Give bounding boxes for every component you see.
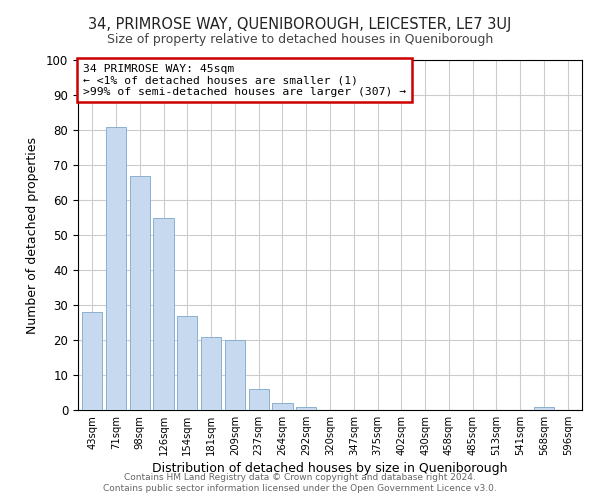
Bar — [130, 176, 150, 410]
Bar — [296, 406, 316, 410]
Bar — [82, 312, 103, 410]
X-axis label: Distribution of detached houses by size in Queniborough: Distribution of detached houses by size … — [152, 462, 508, 475]
Bar — [154, 218, 173, 410]
Text: Size of property relative to detached houses in Queniborough: Size of property relative to detached ho… — [107, 32, 493, 46]
Bar — [177, 316, 197, 410]
Text: 34 PRIMROSE WAY: 45sqm
← <1% of detached houses are smaller (1)
>99% of semi-det: 34 PRIMROSE WAY: 45sqm ← <1% of detached… — [83, 64, 406, 96]
Y-axis label: Number of detached properties: Number of detached properties — [26, 136, 39, 334]
Bar — [201, 336, 221, 410]
Bar — [272, 403, 293, 410]
Text: Contains public sector information licensed under the Open Government Licence v3: Contains public sector information licen… — [103, 484, 497, 493]
Text: Contains HM Land Registry data © Crown copyright and database right 2024.: Contains HM Land Registry data © Crown c… — [124, 473, 476, 482]
Bar — [106, 126, 126, 410]
Bar — [225, 340, 245, 410]
Bar — [534, 406, 554, 410]
Bar — [248, 389, 269, 410]
Text: 34, PRIMROSE WAY, QUENIBOROUGH, LEICESTER, LE7 3UJ: 34, PRIMROSE WAY, QUENIBOROUGH, LEICESTE… — [88, 18, 512, 32]
